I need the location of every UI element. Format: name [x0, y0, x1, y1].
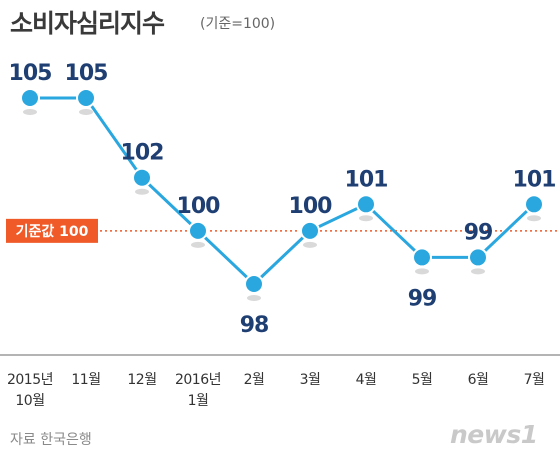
reference-label-box — [6, 218, 98, 243]
x-tick-label: 4월 — [356, 372, 377, 388]
data-point — [132, 167, 152, 188]
point-shadow — [135, 188, 149, 195]
data-label: 99 — [408, 286, 437, 311]
data-point — [188, 220, 208, 241]
series-line — [30, 96, 536, 287]
chart-subtitle: (기준=100) — [200, 16, 276, 32]
x-tick-label: 7월 — [524, 372, 545, 388]
data-point — [244, 274, 264, 294]
point-shadow — [303, 241, 317, 248]
x-tick-label: 10월 — [15, 393, 44, 409]
point-shadow — [79, 109, 93, 115]
news1-logo: news1 — [450, 420, 538, 449]
data-label: 98 — [240, 313, 269, 338]
source-note: 자료 한국은행 — [10, 432, 92, 448]
data-point — [300, 220, 320, 241]
point-shadow — [359, 215, 373, 222]
data-point — [20, 88, 40, 108]
data-label: 100 — [289, 194, 333, 219]
x-tick-label: 2월 — [244, 372, 265, 388]
point-shadow — [415, 268, 429, 275]
x-tick-label: 5월 — [412, 372, 433, 388]
data-label: 102 — [121, 141, 164, 166]
x-tick-label: 12월 — [127, 372, 156, 388]
point-shadow — [471, 268, 485, 275]
data-point — [524, 194, 544, 215]
point-shadow — [247, 295, 261, 301]
point-shadow — [191, 241, 205, 248]
point-shadow — [23, 109, 37, 115]
x-tick-label: 1월 — [188, 393, 209, 409]
x-tick-label: 3월 — [300, 372, 321, 388]
x-tick-label: 2016년 — [175, 372, 221, 388]
data-label: 99 — [464, 220, 493, 245]
point-shadow — [527, 215, 541, 222]
data-point — [412, 247, 432, 268]
data-label: 105 — [9, 61, 52, 86]
x-tick-label: 2015년 — [7, 372, 53, 388]
data-label: 101 — [513, 167, 556, 192]
x-tick-label: 11월 — [71, 372, 100, 388]
chart-title: 소비자심리지수 — [10, 9, 165, 38]
data-label: 101 — [345, 167, 388, 192]
x-tick-label: 6월 — [468, 372, 489, 388]
data-point — [468, 247, 488, 268]
data-point — [356, 194, 376, 215]
reference-label: 기준값 100 — [16, 224, 89, 240]
data-label: 100 — [177, 194, 221, 219]
data-point — [76, 88, 96, 108]
data-label: 105 — [65, 61, 108, 86]
